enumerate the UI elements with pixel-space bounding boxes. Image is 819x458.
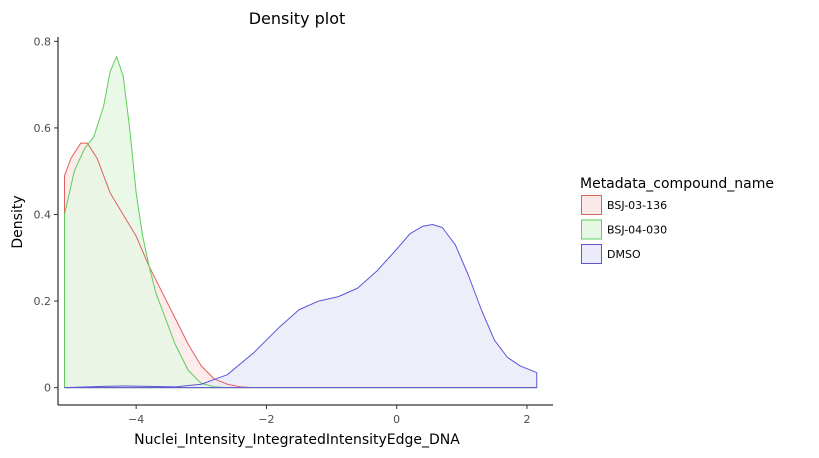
y-tick-label: 0.2 (34, 295, 52, 308)
x-tick-label: 0 (393, 413, 400, 426)
legend-swatch-bsj-04-030 (581, 219, 602, 240)
y-axis-title: Density (10, 195, 26, 248)
x-tick-label: −4 (128, 413, 144, 426)
legend: Metadata_compound_name BSJ-03-136 BSJ-04-… (580, 176, 774, 264)
y-tick-label: 0.6 (34, 122, 52, 135)
y-tick-label: 0.8 (34, 35, 52, 48)
legend-label-bsj-04-030: BSJ-04-030 (607, 224, 667, 237)
series-line-dmso (64, 223, 538, 389)
legend-title: Metadata_compound_name (580, 176, 774, 192)
x-tick-label: −2 (258, 413, 274, 426)
y-tick-label: 0.4 (34, 209, 52, 222)
chart-title: Density plot (249, 9, 346, 28)
series-line-bsj-03-136 (64, 142, 538, 389)
legend-swatch-bsj-03-136 (581, 195, 602, 215)
legend-swatch-dmso (581, 244, 602, 264)
axes: 0 0.2 0.4 0.6 0.8 −4 −2 0 2 (34, 35, 553, 426)
x-tick-label: 2 (523, 413, 530, 426)
series-fill-bsj-04-030 (64, 56, 537, 388)
series-line-bsj-04-030 (64, 55, 538, 389)
x-axis-title: Nuclei_Intensity_IntegratedIntensityEdge… (134, 432, 460, 448)
legend-label-dmso: DMSO (607, 248, 641, 261)
y-tick-label: 0 (44, 382, 51, 395)
legend-label-bsj-03-136: BSJ-03-136 (607, 199, 667, 212)
plot-area (64, 55, 538, 389)
series-fill-dmso (64, 224, 537, 388)
